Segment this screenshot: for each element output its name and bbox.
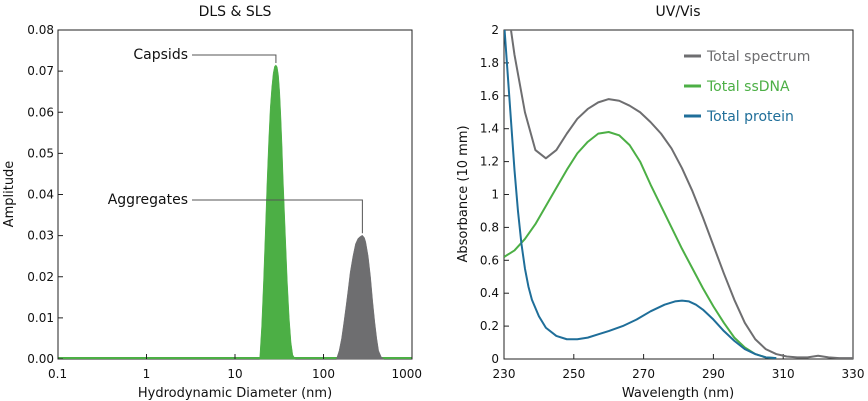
uv-y-tick-label: 0.8 [480,220,499,234]
uv-line-total-spectrum [509,30,853,359]
dls-y-tick-label: 0.06 [27,105,54,119]
capsids-leader-line [192,54,277,63]
aggregates-leader-line [192,199,363,234]
dls-y-tick-label: 0.00 [27,352,54,366]
uv-x-tick-label: 250 [562,367,585,381]
legend-entry: Total spectrum [706,49,810,65]
aggregates-annotation: Aggregates [108,192,188,208]
dls-sls-chart: DLS & SLS 0.00 0.01 0.02 0.03 0.04 0.05 0.06 0.… [2,4,422,401]
uv-y-tick-label: 1.2 [480,155,499,169]
uv-plot-frame [503,29,854,360]
uv-y-tick-label: 0.2 [480,319,499,333]
uv-vis-chart: UV/Vis 0 0.2 0.4 0.6 0.8 1 1.2 1.4 1.6 1.8 2 230 250… [456,4,865,401]
dls-y-tick-label: 0.05 [27,146,54,160]
dls-y-tick-label: 0.08 [27,23,54,37]
dls-x-tick-label: 10 [227,367,242,381]
uv-y-tick-label: 0 [491,352,499,366]
dls-x-tick-label: 0.1 [48,367,67,381]
uv-x-tick-label: 230 [493,367,516,381]
capsids-annotation: Capsids [133,47,188,63]
dls-y-tick-label: 0.07 [27,64,54,78]
dls-y-tick-label: 0.03 [27,229,54,243]
uv-line-total-protein [504,30,777,359]
legend-entry: Total ssDNA [706,79,790,95]
uv-x-tick-label: 270 [632,367,655,381]
dls-y-axis-label: Amplitude [2,161,17,228]
uv-x-tick-label: 290 [702,367,725,381]
uv-y-tick-label: 0.6 [480,253,499,267]
legend-entry: Total protein [706,109,794,125]
dls-x-tick-label: 1000 [391,367,422,381]
dls-area-aggregates [336,234,385,360]
dls-x-axis-label: Hydrodynamic Diameter (nm) [138,386,332,401]
uv-y-tick-label: 1.6 [480,89,499,103]
uv-y-tick-label: 1.8 [480,56,499,70]
dls-chart-title: DLS & SLS [199,4,272,20]
uv-x-axis-label: Wavelength (nm) [622,386,734,401]
dls-y-tick-label: 0.04 [27,188,54,202]
uv-y-axis-label: Absorbance (10 mm) [456,125,471,262]
uv-chart-title: UV/Vis [656,4,701,20]
uv-y-tick-label: 0.4 [480,286,499,300]
uv-y-tick-label: 1 [491,188,499,202]
dls-y-tick-label: 0.01 [27,311,54,325]
dls-x-tick-label: 100 [312,367,335,381]
dls-x-tick-label: 1 [143,367,151,381]
uv-y-tick-label: 2 [491,23,499,37]
dls-y-tick-label: 0.02 [27,270,54,284]
uv-y-tick-label: 1.4 [480,122,499,136]
uv-x-tick-label: 330 [842,367,865,381]
uv-line-total-ssdna [504,130,777,359]
dls-area-capsids [259,64,296,360]
uv-x-tick-label: 310 [772,367,795,381]
